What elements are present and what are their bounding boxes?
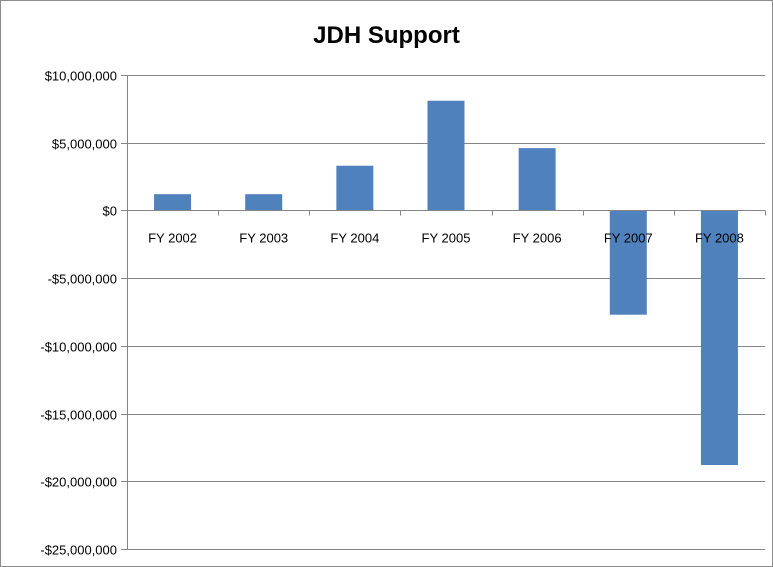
chart-title: JDH Support	[313, 22, 460, 49]
y-axis-tick-labels: $10,000,000 $5,000,000 $0 -$5,000,000 -$10,0…	[40, 69, 117, 558]
category-label: FY 2008	[695, 230, 744, 245]
category-label: FY 2005	[422, 230, 471, 245]
bar	[245, 194, 283, 211]
y-tick-label: -$5,000,000	[48, 272, 117, 287]
bar	[518, 148, 556, 211]
category-label: FY 2007	[604, 230, 653, 245]
bar	[700, 210, 738, 466]
category-label: FY 2003	[239, 230, 288, 245]
y-tick-label: -$10,000,000	[40, 340, 117, 355]
y-tick-label: $0	[103, 204, 117, 219]
category-labels: FY 2002 FY 2003 FY 2004 FY 2005 FY 2006 FY 20…	[148, 230, 744, 245]
bar	[154, 194, 192, 211]
y-tick-label: $5,000,000	[52, 137, 117, 152]
y-tick-label: -$25,000,000	[40, 543, 117, 558]
category-label: FY 2006	[513, 230, 562, 245]
category-label: FY 2002	[148, 230, 197, 245]
axes	[121, 75, 766, 550]
bars	[154, 100, 738, 466]
bar	[336, 165, 374, 211]
category-label: FY 2004	[330, 230, 379, 245]
gridlines	[127, 75, 765, 550]
y-tick-label: -$20,000,000	[40, 475, 117, 490]
y-tick-label: -$15,000,000	[40, 408, 117, 423]
y-tick-label: $10,000,000	[45, 69, 117, 84]
bar	[609, 210, 647, 315]
bar	[427, 100, 465, 211]
